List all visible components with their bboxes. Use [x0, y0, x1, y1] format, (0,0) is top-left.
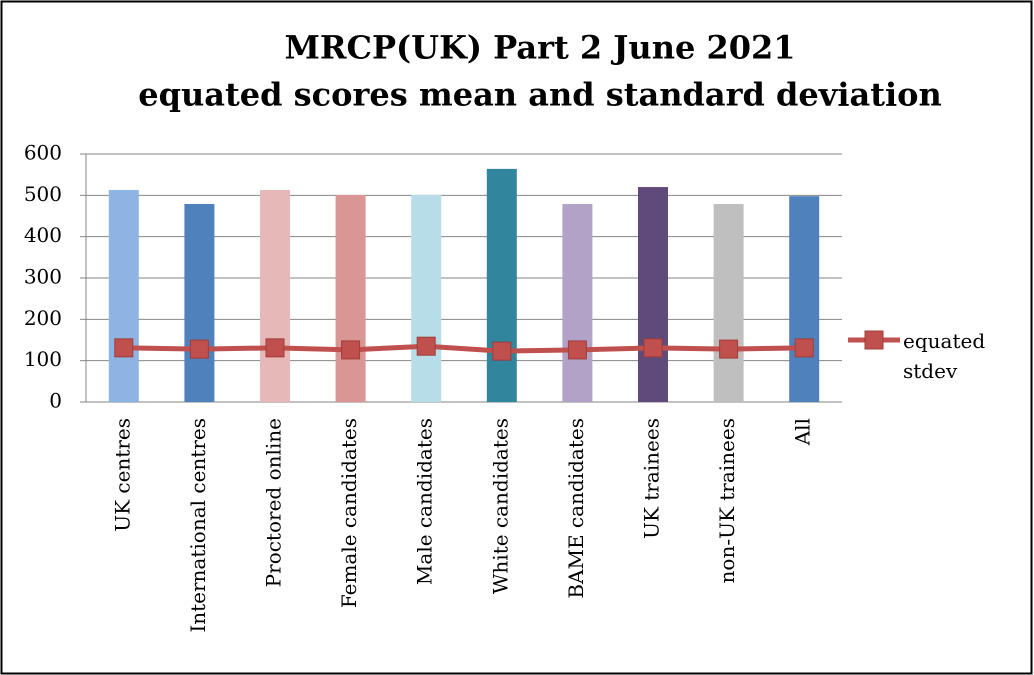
chart-title: MRCP(UK) Part 2 June 2021 — [284, 29, 795, 67]
x-tick-label: non-UK trainees — [715, 418, 739, 583]
x-tick-label: UK trainees — [640, 418, 664, 539]
y-tick-label: 400 — [24, 223, 62, 247]
y-tick-label: 500 — [24, 182, 62, 206]
line-marker — [114, 338, 134, 358]
legend-label: equated stdev — [903, 329, 986, 383]
y-tick-label: 100 — [24, 347, 62, 371]
line-marker — [265, 338, 285, 358]
bar — [184, 204, 215, 402]
x-tick-label: BAME candidates — [564, 418, 588, 599]
line-marker — [492, 341, 512, 361]
chart-title: equated scores mean and standard deviati… — [138, 76, 942, 114]
y-tick-label: 200 — [24, 306, 62, 330]
line-marker — [567, 340, 587, 360]
bar — [789, 196, 820, 402]
line-series — [123, 343, 805, 354]
bar — [638, 187, 668, 402]
x-tick-label: Female candidates — [337, 418, 361, 608]
y-tick-label: 300 — [24, 265, 62, 289]
x-tick-label: All — [791, 418, 815, 446]
y-tick-label: 0 — [49, 389, 62, 413]
legend-marker — [864, 330, 884, 350]
x-tick-label: Male candidates — [413, 418, 437, 585]
x-tick-label: International centres — [186, 418, 210, 633]
bar — [260, 189, 290, 402]
x-tick-label: White candidates — [488, 418, 512, 594]
bar — [411, 194, 442, 402]
line-marker — [189, 339, 209, 359]
line-marker — [416, 336, 436, 356]
line-marker — [643, 338, 663, 358]
line-marker — [341, 340, 361, 360]
line-marker — [719, 339, 739, 359]
y-tick-label: 600 — [24, 141, 62, 165]
bar — [562, 204, 593, 402]
x-tick-label: UK centres — [110, 418, 134, 532]
x-tick-label: Proctored online — [262, 418, 286, 587]
bar — [108, 189, 139, 402]
bar — [486, 168, 517, 402]
bar — [335, 194, 366, 402]
line-marker — [794, 338, 814, 358]
bar — [713, 204, 744, 402]
